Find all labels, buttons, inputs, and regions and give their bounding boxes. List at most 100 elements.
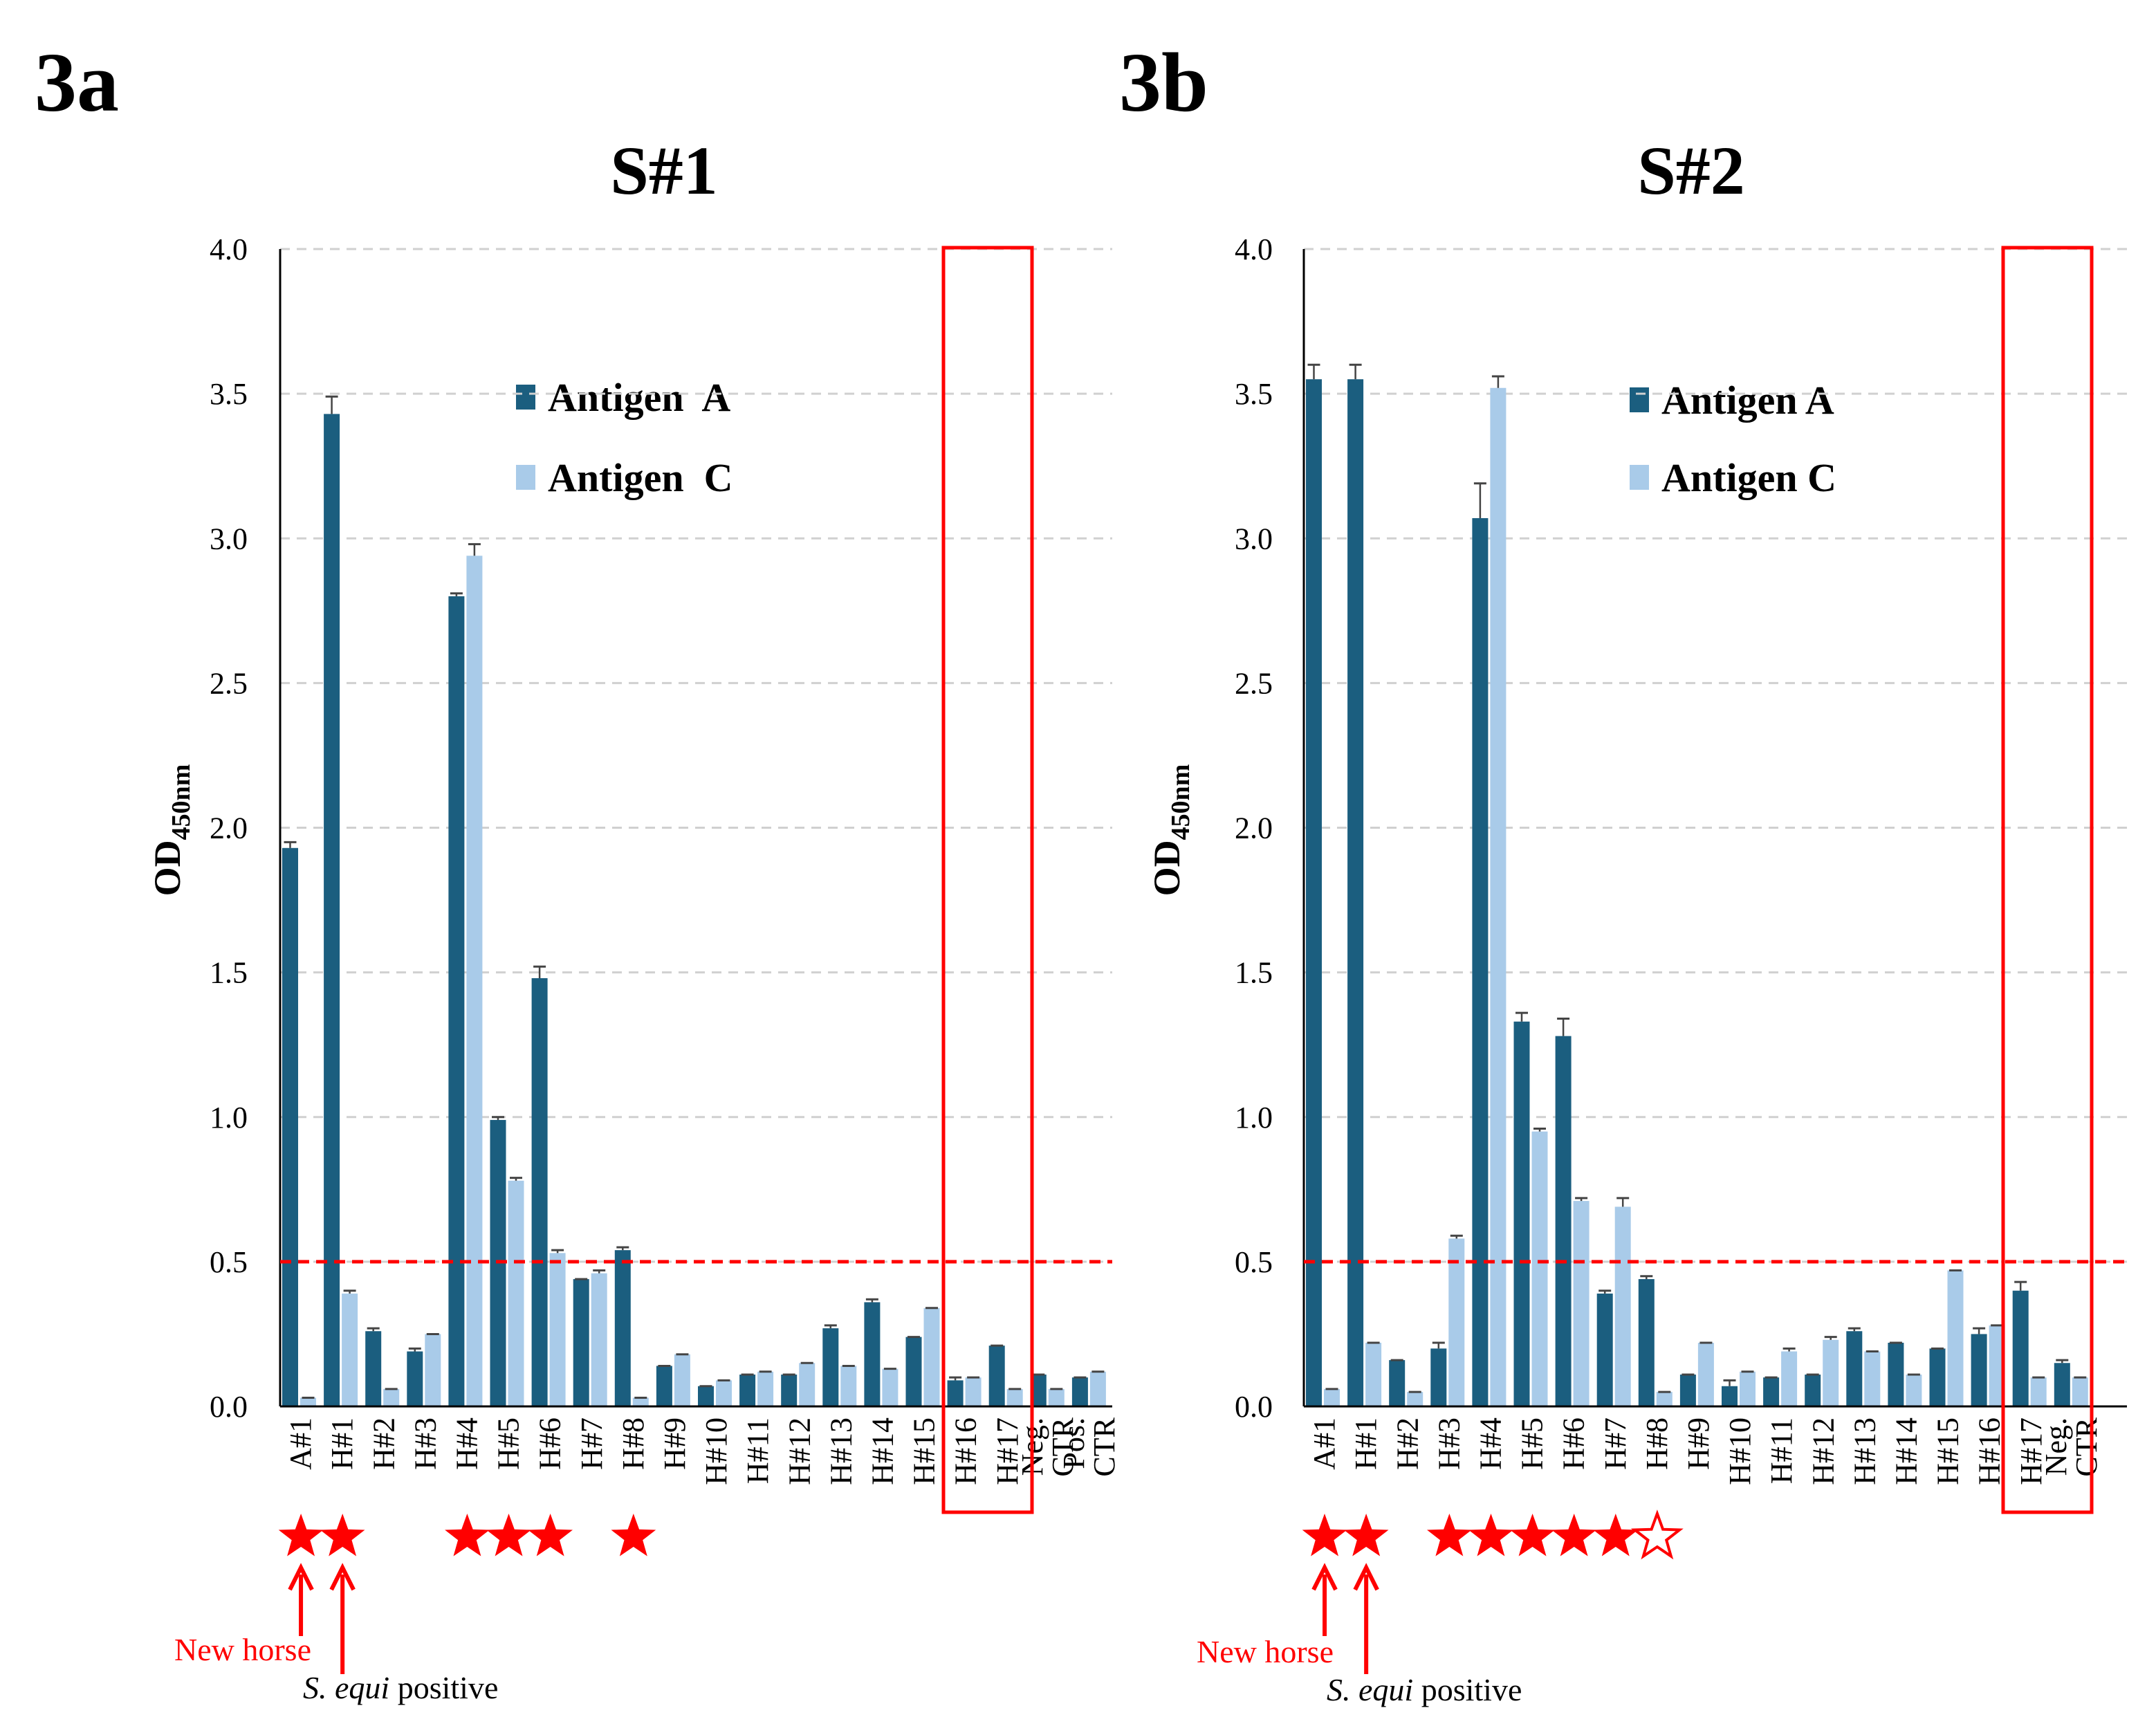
- x-tick-label: H#15: [1931, 1417, 1965, 1485]
- panel-3b: 3b S#2 OD450nm Antigen A Antigen C New h…: [1119, 36, 2127, 1707]
- bar-antigen-a: [324, 414, 340, 1406]
- bar-antigen-a: [448, 596, 465, 1406]
- bar-antigen-c: [1906, 1374, 1922, 1406]
- bar-antigen-a: [988, 1346, 1005, 1406]
- star-marker: [320, 1514, 365, 1557]
- x-tick-label: H#7: [1598, 1417, 1632, 1470]
- x-tick-label: H#2: [1390, 1417, 1424, 1470]
- star-marker: [611, 1514, 656, 1557]
- y-tick-label: 1.5: [1235, 956, 1273, 990]
- bar-antigen-a: [1030, 1374, 1047, 1406]
- star-marker: [1427, 1514, 1472, 1557]
- bar-antigen-a: [1513, 1021, 1530, 1406]
- bar-antigen-a: [1679, 1374, 1696, 1406]
- chart-title: S#2: [1637, 132, 1745, 209]
- bar-antigen-c: [342, 1293, 358, 1406]
- s-equi-rest: positive: [389, 1670, 498, 1705]
- bar-antigen-a: [739, 1374, 756, 1406]
- bar-antigen-a: [282, 847, 298, 1406]
- bar-antigen-a: [1805, 1374, 1821, 1406]
- x-tick-label: H#17: [991, 1417, 1024, 1485]
- bar-antigen-c: [1448, 1238, 1465, 1406]
- bar-antigen-a: [365, 1331, 382, 1406]
- bar-antigen-a: [1888, 1342, 1904, 1406]
- bar-antigen-c: [923, 1307, 940, 1406]
- x-tick-label: H#7: [575, 1417, 609, 1470]
- bar-antigen-a: [698, 1386, 714, 1406]
- x-tick-label: H#3: [408, 1417, 442, 1470]
- legend-label-antigen-c: Antigen C: [548, 455, 733, 500]
- x-tick-label: H#16: [949, 1417, 983, 1485]
- x-tick-label: H#10: [1723, 1417, 1757, 1485]
- s-equi-italic: S. equi: [303, 1670, 389, 1705]
- bar-antigen-c: [1781, 1351, 1798, 1406]
- star-marker: [1510, 1514, 1555, 1557]
- y-tick-label: 4.0: [1235, 232, 1273, 266]
- bar-antigen-a: [1430, 1348, 1447, 1406]
- y-tick-label: 2.5: [1235, 666, 1273, 700]
- bar-antigen-c: [1324, 1388, 1340, 1406]
- bar-antigen-c: [1490, 387, 1507, 1406]
- s-equi-italic: S. equi: [1327, 1672, 1413, 1707]
- panel-label: 3a: [35, 36, 119, 129]
- s-equi-positive-label: S. equi positive: [303, 1670, 498, 1705]
- legend-label-antigen-a: Antigen A: [1661, 378, 1834, 423]
- bar-antigen-c: [1614, 1206, 1631, 1406]
- bar-antigen-c: [1656, 1392, 1673, 1406]
- bar-antigen-a: [1347, 379, 1364, 1406]
- x-tick-label: H#5: [492, 1417, 526, 1470]
- y-tick-label: 0.0: [210, 1390, 248, 1424]
- star-marker-outline: [1630, 1509, 1684, 1560]
- star-marker: [528, 1514, 573, 1557]
- x-tick-label: H#12: [782, 1417, 816, 1485]
- y-axis-label-main: OD: [1146, 840, 1188, 896]
- legend-swatch-antigen-c: [516, 465, 535, 490]
- bar-antigen-a: [864, 1302, 881, 1406]
- highlight-box: [941, 246, 1034, 1514]
- star-marker: [1302, 1514, 1347, 1557]
- bar-antigen-a: [2012, 1290, 2029, 1406]
- y-axis-label: OD450nm: [1146, 764, 1195, 897]
- x-tick-label: A#1: [284, 1417, 317, 1470]
- arrow-head: [329, 1563, 356, 1591]
- bar-antigen-c: [2072, 1377, 2088, 1406]
- legend-label-antigen-c: Antigen C: [1661, 455, 1836, 500]
- y-tick-label: 2.0: [1235, 811, 1273, 845]
- bar-antigen-c: [591, 1273, 607, 1406]
- star-marker: [278, 1514, 324, 1557]
- x-tick-label: H#6: [1557, 1417, 1591, 1470]
- bar-antigen-a: [905, 1337, 922, 1406]
- y-tick-label: 1.0: [1235, 1101, 1273, 1135]
- star-marker: [1551, 1514, 1596, 1557]
- y-tick-label: 1.5: [210, 956, 248, 990]
- x-tick-label: H#4: [1473, 1417, 1507, 1470]
- x-tick-label: H#14: [1889, 1417, 1923, 1485]
- bar-antigen-a: [1929, 1348, 1946, 1406]
- x-tick-label: H#3: [1432, 1417, 1466, 1470]
- star-marker: [1468, 1514, 1513, 1557]
- annotations: New horse S. equi positive: [1197, 1634, 1522, 1707]
- y-tick-label: 0.0: [1235, 1390, 1273, 1424]
- bar-antigen-a: [1306, 379, 1322, 1406]
- x-tick-label-line: Neg.: [2039, 1417, 2073, 1476]
- bar-antigen-a: [656, 1366, 672, 1406]
- y-tick-label: 0.5: [1235, 1245, 1273, 1279]
- bar-antigen-c: [882, 1368, 899, 1406]
- star-marker: [1593, 1514, 1639, 1557]
- x-tick-label: H#11: [741, 1417, 775, 1484]
- x-tick-label: H#1: [325, 1417, 359, 1470]
- y-tick-label: 3.0: [210, 522, 248, 556]
- bar-antigen-c: [799, 1363, 816, 1406]
- bar-antigen-c: [383, 1388, 400, 1406]
- x-tick-label: H#2: [367, 1417, 400, 1470]
- x-tick-label: Neg.CTR: [2039, 1417, 2103, 1476]
- bar-antigen-c: [1531, 1131, 1548, 1406]
- bar-antigen-c: [1947, 1270, 1964, 1406]
- y-tick-label: 3.5: [210, 377, 248, 411]
- bar-antigen-c: [300, 1397, 316, 1406]
- x-tick-label: H#17: [2014, 1417, 2048, 1485]
- bar-antigen-a: [781, 1374, 798, 1406]
- bar-antigen-c: [1864, 1351, 1881, 1406]
- star-marker: [445, 1514, 490, 1557]
